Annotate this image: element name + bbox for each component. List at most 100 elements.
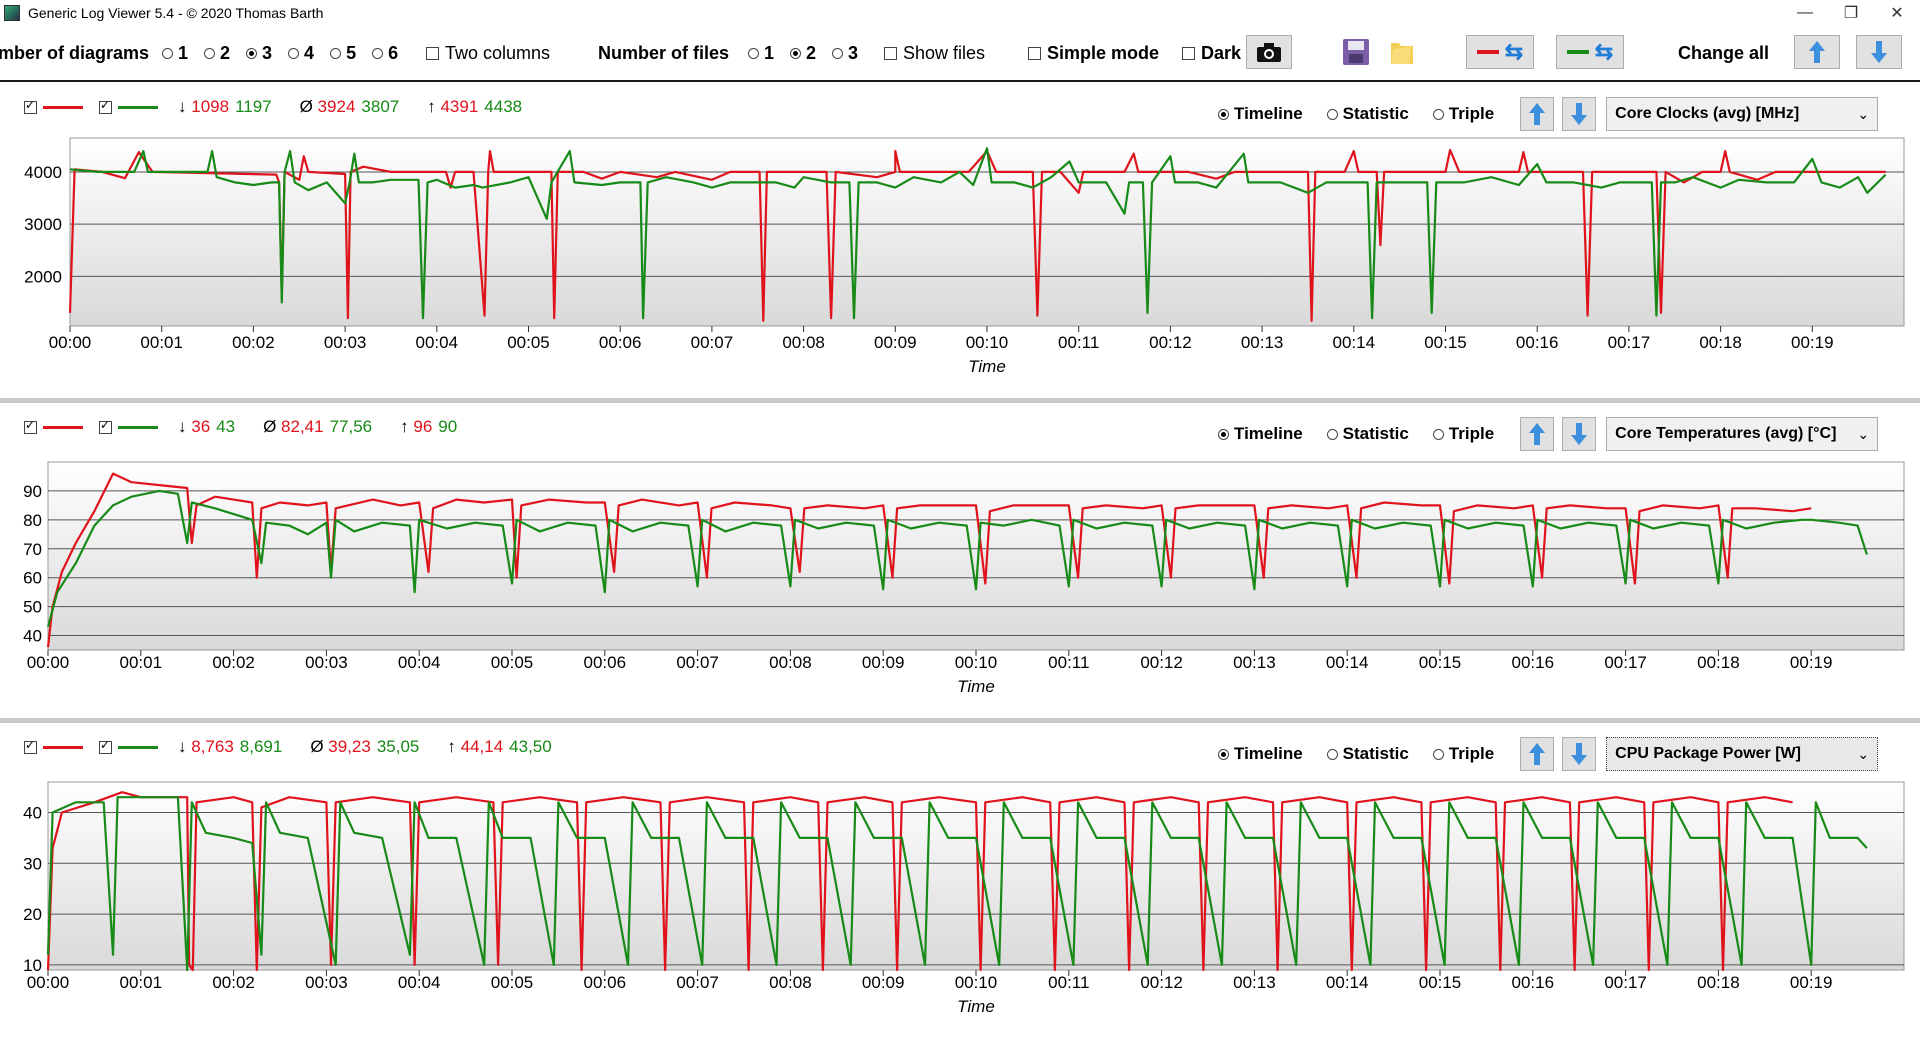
diagrams-radio-3[interactable]: 3 <box>240 43 272 64</box>
radio-button[interactable] <box>1432 748 1444 760</box>
swap-green-button[interactable]: ⇆ <box>1556 35 1624 69</box>
file-2-line-swatch <box>118 745 158 749</box>
arrow-up-icon <box>1529 423 1546 445</box>
view-label: Triple <box>1448 744 1495 763</box>
move-down-button[interactable] <box>1562 97 1597 131</box>
radio-button[interactable] <box>372 48 384 59</box>
dark-label: Dark <box>1201 43 1242 63</box>
diagrams-radio-2[interactable]: 2 <box>198 43 230 64</box>
diagrams-radio-1[interactable]: 1 <box>156 43 188 64</box>
chart-3[interactable]: 10 20 30 40 00:00 00:01 00:02 00:03 00:04 00:05 00… <box>0 726 1920 1026</box>
file-1-max-value: 96 <box>413 417 433 436</box>
save-button[interactable] <box>1338 35 1374 69</box>
diagrams-radio-6[interactable]: 6 <box>366 43 398 64</box>
view-radio-statistic[interactable]: Statistic <box>1321 104 1409 124</box>
files-radio-3[interactable]: 3 <box>826 43 858 64</box>
diagrams-radio-4[interactable]: 4 <box>282 43 314 64</box>
radio-button[interactable] <box>748 48 759 59</box>
avg-symbol: Ø <box>299 97 318 116</box>
file-1-visible-checkbox[interactable] <box>24 418 37 434</box>
radio-button[interactable] <box>246 48 258 59</box>
move-up-button[interactable] <box>1520 737 1555 771</box>
move-down-button[interactable] <box>1562 417 1597 451</box>
close-icon[interactable]: ✕ <box>1890 5 1904 22</box>
file-1-visible-checkbox[interactable] <box>24 738 37 754</box>
view-radio-triple[interactable]: Triple <box>1427 744 1494 764</box>
radio-button[interactable] <box>1326 108 1338 120</box>
view-radio-timeline[interactable]: Timeline <box>1212 744 1303 764</box>
two-columns-checkbox[interactable]: Two columns <box>426 43 550 64</box>
chart-2[interactable]: 40 50 60 70 80 90 00:00 00:01 00:02 00:03 00:04 00:… <box>0 406 1920 706</box>
file-2-max-value: 4438 <box>484 97 523 116</box>
view-radio-triple[interactable]: Triple <box>1427 104 1494 124</box>
show-files-checkbox[interactable]: Show files <box>884 43 985 64</box>
radio-button[interactable] <box>1218 108 1229 120</box>
series-line-file-2 <box>46 796 1868 972</box>
view-radio-timeline[interactable]: Timeline <box>1212 424 1303 444</box>
move-up-button[interactable] <box>1520 97 1555 131</box>
swap-red-button[interactable]: ⇆ <box>1466 35 1534 69</box>
radio-button[interactable] <box>1218 428 1229 440</box>
move-up-button[interactable] <box>1520 417 1555 451</box>
file-2-visible-checkbox[interactable] <box>99 738 112 754</box>
radio-button[interactable] <box>330 48 342 59</box>
move-all-up-button[interactable] <box>1794 35 1840 69</box>
files-radio-2[interactable]: 2 <box>784 43 816 64</box>
x-tick-label: 00:02 <box>232 333 275 352</box>
sensor-select[interactable]: CPU Package Power [W] ⌄ <box>1606 737 1879 771</box>
screenshot-button[interactable] <box>1246 35 1292 69</box>
radio-button[interactable] <box>1326 748 1338 760</box>
sensor-select[interactable]: Core Clocks (avg) [MHz] ⌄ <box>1606 97 1879 131</box>
radio-button[interactable] <box>1432 428 1444 440</box>
x-tick-label: 00:15 <box>1419 973 1462 992</box>
radio-button[interactable] <box>1218 748 1229 760</box>
radio-button[interactable] <box>832 48 844 59</box>
file-2-visible-checkbox[interactable] <box>99 98 112 114</box>
simple-mode-checkbox[interactable]: Simple mode <box>1028 43 1159 64</box>
x-tick-label: 00:12 <box>1149 333 1192 352</box>
dark-checkbox[interactable]: Dark <box>1182 43 1241 64</box>
chart-1[interactable]: 2000 3000 4000 00:00 00:01 00:02 00:03 00:04 00:… <box>0 86 1920 386</box>
move-all-down-button[interactable] <box>1856 35 1902 69</box>
file-1-max-value: 44,14 <box>460 737 504 756</box>
radio-button[interactable] <box>288 48 300 59</box>
file-2-line-swatch <box>118 105 158 109</box>
file-2-avg-value: 3807 <box>361 97 400 116</box>
files-radio-1[interactable]: 1 <box>742 43 774 64</box>
radio-button[interactable] <box>162 48 173 59</box>
view-label: Statistic <box>1342 744 1409 763</box>
view-radio-triple[interactable]: Triple <box>1427 424 1494 444</box>
min-value-group: ↓ 8,763 8,691 <box>178 737 288 757</box>
x-tick-label: 00:05 <box>507 333 550 352</box>
simple-mode-label: Simple mode <box>1047 43 1160 63</box>
y-tick-label: 70 <box>23 540 42 559</box>
max-value-group: ↑ 4391 4438 <box>427 97 528 117</box>
x-tick-label: 00:13 <box>1233 653 1276 672</box>
x-tick-label: 00:05 <box>491 653 534 672</box>
move-down-button[interactable] <box>1562 737 1597 771</box>
view-radio-statistic[interactable]: Statistic <box>1321 424 1409 444</box>
file-1-line-swatch <box>43 425 83 429</box>
minimize-icon[interactable]: — <box>1797 4 1813 21</box>
sensor-select[interactable]: Core Temperatures (avg) [°C] ⌄ <box>1606 417 1879 451</box>
view-radio-statistic[interactable]: Statistic <box>1321 744 1409 764</box>
diagrams-radio-5[interactable]: 5 <box>324 43 356 64</box>
open-folder-button[interactable] <box>1384 35 1420 69</box>
file-2-visible-checkbox[interactable] <box>99 418 112 434</box>
radio-button[interactable] <box>790 48 802 59</box>
radio-button[interactable] <box>204 48 216 59</box>
x-tick-label: 00:07 <box>676 653 719 672</box>
file-2-max-value: 90 <box>438 417 458 436</box>
view-radio-timeline[interactable]: Timeline <box>1212 104 1303 124</box>
sensor-select-value: Core Clocks (avg) [MHz] <box>1615 105 1800 122</box>
diagram-count-radios: 1 2 3 4 5 6 <box>156 43 408 64</box>
file-2-avg-value: 35,05 <box>376 737 420 756</box>
file-1-visible-checkbox[interactable] <box>24 98 37 114</box>
x-tick-label: 00:18 <box>1697 653 1740 672</box>
panel-controls: Timeline Statistic Triple Core Temperatures… <box>1212 417 1879 451</box>
restore-icon[interactable]: ❐ <box>1843 5 1859 22</box>
radio-button[interactable] <box>1326 428 1338 440</box>
two-columns-label: Two columns <box>445 43 551 63</box>
change-all-label: Change all <box>1678 43 1770 63</box>
radio-button[interactable] <box>1432 108 1444 120</box>
